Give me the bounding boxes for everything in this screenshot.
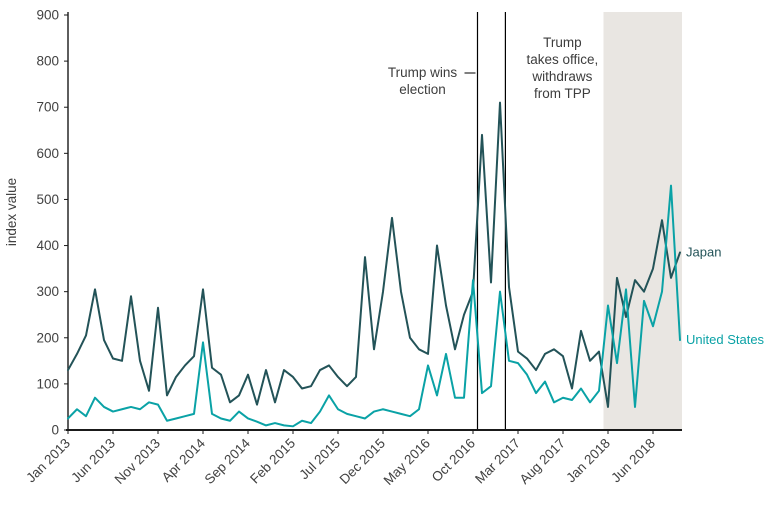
x-tick-label: Apr 2014 xyxy=(159,435,209,485)
x-tick-label: Mar 2017 xyxy=(472,436,523,487)
x-tick-label: Jan 2013 xyxy=(23,436,73,486)
election-line-label: Trump wins xyxy=(388,65,458,80)
x-tick-label: May 2016 xyxy=(381,436,434,489)
series-label-japan: Japan xyxy=(686,244,721,259)
x-tick-label: Jun 2018 xyxy=(608,436,658,486)
inauguration-line-label: from TPP xyxy=(534,86,591,101)
y-tick-label: 700 xyxy=(36,100,59,115)
y-tick-label: 400 xyxy=(36,238,59,253)
inauguration-line-label: Trump xyxy=(543,35,582,50)
x-tick-label: Jun 2013 xyxy=(68,436,118,486)
y-tick-label: 900 xyxy=(36,8,59,23)
y-tick-label: 300 xyxy=(36,284,59,299)
x-tick-label: Nov 2013 xyxy=(112,436,163,487)
united-states-line xyxy=(67,184,681,428)
x-tick-label: Dec 2015 xyxy=(337,436,388,487)
y-axis-title: index value xyxy=(4,178,19,246)
y-tick-label: 800 xyxy=(36,54,59,69)
x-tick-label: Feb 2015 xyxy=(247,436,298,487)
y-tick-label: 600 xyxy=(36,146,59,161)
series-label-united-states: United States xyxy=(686,332,765,347)
election-line-label: election xyxy=(399,82,446,97)
x-tick-label: Jul 2015 xyxy=(296,436,343,483)
y-tick-label: 0 xyxy=(51,423,59,438)
x-tick-label: Sep 2014 xyxy=(202,435,254,487)
y-tick-label: 500 xyxy=(36,192,59,207)
x-tick-label: Jan 2018 xyxy=(563,436,613,486)
y-tick-label: 100 xyxy=(36,376,59,391)
inauguration-line-label: takes office, xyxy=(527,52,599,67)
japan-line xyxy=(67,101,681,408)
inauguration-line-label: withdraws xyxy=(531,69,592,84)
shaded-region-2018 xyxy=(603,12,682,430)
x-tick-label: Aug 2017 xyxy=(517,436,568,487)
y-tick-label: 200 xyxy=(36,330,59,345)
x-tick-label: Oct 2016 xyxy=(429,436,478,485)
